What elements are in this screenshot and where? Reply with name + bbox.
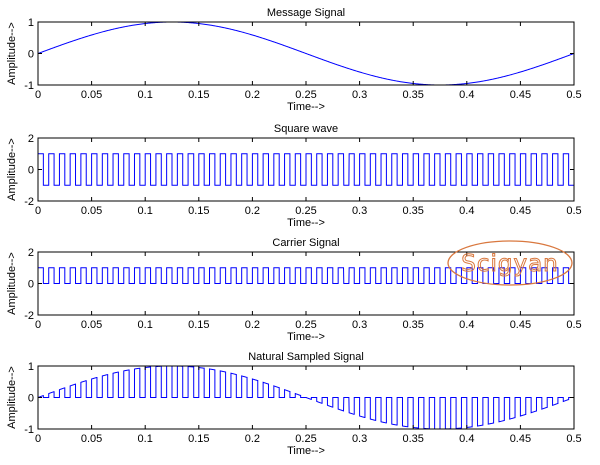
x-axis-label: Time--> (287, 331, 325, 343)
x-tick-label: 0.15 (188, 89, 209, 101)
y-axis-label: Amplitude--> (6, 138, 18, 201)
x-tick-label: 0.45 (510, 89, 531, 101)
x-tick-label: 0 (35, 319, 41, 331)
series-line (38, 153, 574, 186)
x-tick-label: 0.3 (352, 433, 367, 445)
x-tick-label: 0.4 (459, 319, 474, 331)
subplot-1: Message Signal 0 0.05 0.1 0.15 0.2 0.25 0.3 0.35… (6, 7, 582, 113)
x-tick-label: 0.5 (566, 89, 581, 101)
x-axis-label: Time--> (287, 217, 325, 229)
x-tick-label: 0.15 (188, 433, 209, 445)
subplot-title: Message Signal (267, 7, 345, 19)
subplot-2: Square wave 0 0.05 0.1 0.15 0.2 0.25 0.3 0.35 0.4… (6, 123, 582, 229)
y-tick-label: -1 (24, 80, 34, 92)
y-tick-label: -1 (24, 424, 34, 436)
x-tick-label: 0.35 (402, 319, 423, 331)
x-tick-label: 0.3 (352, 319, 367, 331)
x-tick-label: 0.1 (138, 89, 153, 101)
x-tick-label: 0.3 (352, 89, 367, 101)
x-tick-label: 0.45 (510, 205, 531, 217)
x-tick-label: 0.5 (566, 319, 581, 331)
x-tick-label: 0.25 (295, 433, 316, 445)
y-axis-label: Amplitude--> (6, 252, 18, 315)
series-line (38, 22, 574, 85)
y-axis-label: Amplitude--> (6, 22, 18, 85)
x-tick-label: 0.25 (295, 205, 316, 217)
x-tick-label: 0.35 (402, 89, 423, 101)
y-tick-label: -2 (24, 310, 34, 322)
x-tick-label: 0.1 (138, 319, 153, 331)
subplot-3: Carrier Signal 0 0.05 0.1 0.15 0.2 0.25 0.3 0.35… (6, 237, 582, 343)
y-tick-label: 1 (28, 361, 34, 373)
y-tick-label: 0 (28, 279, 34, 291)
y-axis-label: Amplitude--> (6, 366, 18, 429)
x-tick-label: 0.4 (459, 89, 474, 101)
subplot-title: Square wave (274, 123, 338, 135)
x-tick-label: 0.2 (245, 89, 260, 101)
x-axis-label: Time--> (287, 445, 325, 457)
subplot-title: Carrier Signal (272, 237, 339, 249)
x-tick-label: 0.35 (402, 433, 423, 445)
x-tick-label: 0.2 (245, 205, 260, 217)
y-tick-label: 0 (28, 393, 34, 405)
x-tick-label: 0.35 (402, 205, 423, 217)
y-tick-label: 2 (28, 247, 34, 259)
x-tick-label: 0.05 (81, 205, 102, 217)
y-tick-label: 0 (28, 165, 34, 177)
x-tick-label: 0.05 (81, 433, 102, 445)
x-tick-label: 0.4 (459, 205, 474, 217)
x-tick-label: 0.45 (510, 433, 531, 445)
subplot-4: Natural Sampled Signal 0 0.05 0.1 0.15 0.2 0.2… (6, 351, 582, 457)
x-tick-label: 0.1 (138, 205, 153, 217)
x-tick-label: 0.15 (188, 205, 209, 217)
x-tick-label: 0.05 (81, 319, 102, 331)
x-tick-label: 0.2 (245, 433, 260, 445)
x-tick-label: 0.45 (510, 319, 531, 331)
x-tick-label: 0.1 (138, 433, 153, 445)
x-tick-label: 0.15 (188, 319, 209, 331)
x-tick-label: 0.25 (295, 89, 316, 101)
y-tick-label: 1 (28, 17, 34, 29)
x-axis-label: Time--> (287, 101, 325, 113)
x-tick-label: 0 (35, 433, 41, 445)
x-tick-label: 0.3 (352, 205, 367, 217)
x-tick-label: 0.4 (459, 433, 474, 445)
series-line (38, 267, 574, 284)
x-tick-label: 0.5 (566, 433, 581, 445)
x-tick-label: 0.05 (81, 89, 102, 101)
x-tick-label: 0.5 (566, 205, 581, 217)
y-tick-label: 0 (28, 49, 34, 61)
y-tick-label: -2 (24, 196, 34, 208)
y-tick-label: 2 (28, 133, 34, 145)
series-line (38, 366, 574, 429)
x-tick-label: 0 (35, 89, 41, 101)
x-tick-label: 0 (35, 205, 41, 217)
x-tick-label: 0.2 (245, 319, 260, 331)
subplot-title: Natural Sampled Signal (248, 351, 364, 363)
x-tick-label: 0.25 (295, 319, 316, 331)
